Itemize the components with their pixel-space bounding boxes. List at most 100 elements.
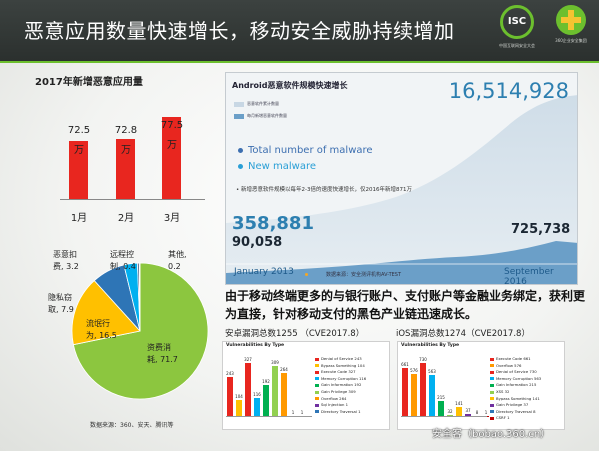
pie-label-2: 流氓行 为, 16.5 (86, 319, 117, 340)
dot-icon (305, 273, 308, 276)
ios_vulns-bar-7 (456, 406, 462, 417)
android_vulns-bar-6 (272, 365, 278, 417)
total-malware-area (226, 95, 577, 284)
pie-slice-6 (138, 262, 141, 332)
malware-type-pie (71, 262, 209, 400)
android_vulns-bar-value-7: 264 (280, 367, 288, 372)
android_vulns-bar-value-6: 309 (271, 359, 279, 365)
ios_vulns-legend-7: Bypass Something 141 (490, 396, 540, 401)
partner-logo-sub: 360企业安全集团 (555, 38, 587, 43)
bar-chart-title: 2017年新增恶意应用量 (35, 77, 143, 88)
ios_vulns-bar-value-2: 576 (410, 368, 418, 374)
bar-value-3: 77.5 万 (160, 120, 184, 152)
end-date: September 2016 (504, 267, 554, 285)
slide-title: 恶意应用数量快速增长，移动安全威胁持续增加 (24, 19, 455, 43)
ios_vulns-bar-value-9: 8 (475, 410, 479, 415)
android_vulns-bar-value-1: 243 (226, 370, 234, 376)
ios_vulns-bar-value-3: 730 (419, 356, 427, 362)
malware-area-chart (226, 95, 577, 284)
android_vulns-bar-value-4: 116 (253, 391, 261, 397)
pie-label-1: 资费消 耗, 71.7 (147, 343, 178, 364)
ios_vulns-legend-8: Gain Privilege 37 (490, 402, 528, 407)
new-malware-area (226, 241, 577, 284)
android_vulns-axis (226, 416, 312, 417)
bar-value-1: 72.5 万 (67, 125, 91, 156)
pie-slice-1 (72, 262, 209, 400)
legend-new: 每月新增恶意软件数量 (234, 113, 287, 119)
bar-label-3: 3月 (163, 213, 181, 224)
bar-2 (116, 139, 135, 199)
android_vulns-bar-value-8: 1 (291, 410, 295, 415)
pie-slice-2 (71, 280, 141, 346)
legend-total: 恶意软件累计数量 (234, 101, 279, 107)
ios_vulns-legend-3: Denial of Service 730 (490, 369, 537, 374)
android_vulns-bar-value-3: 327 (244, 356, 252, 362)
ios_vulns-bar-value-6: 32 (447, 408, 453, 414)
cross-icon (556, 5, 586, 35)
android-vuln-subtitle: Vulnerabilities By Type (226, 343, 285, 348)
android_vulns-legend-3: Execute Code 327 (315, 369, 356, 374)
bar-1 (69, 140, 88, 199)
legend-new-swatch (234, 113, 244, 119)
bar-value-2: 72.8 万 (114, 125, 138, 156)
ios_vulns-bar-2 (411, 374, 417, 417)
android_vulns-legend-6: Gain Privilege 309 (315, 389, 356, 394)
android-vuln-chart: Vulnerabilities By Type 243 Denial of Ser… (222, 341, 390, 430)
pie-label-6: 其他, 0.2 (168, 250, 187, 271)
label-new-malware: New malware (238, 161, 316, 172)
android_vulns-bar-3 (245, 362, 251, 417)
android_vulns-bar-value-5: 192 (262, 379, 270, 384)
label-total-malware: Total number of malware (238, 145, 373, 156)
malware-source: 数据来源：安全测评机构AV-TEST (326, 272, 402, 278)
android_vulns-bar-1 (227, 376, 233, 417)
isc-logo-sub: 中国互联网安全大会 (499, 43, 535, 48)
android_vulns-legend-9: Directory Traversal 1 (315, 409, 360, 414)
ios-vuln-subtitle: Vulnerabilities By Type (401, 343, 460, 348)
ios_vulns-bar-value-10: 1 (484, 410, 488, 415)
ios_vulns-bar-value-4: 563 (428, 369, 436, 375)
android_vulns-bar-value-9: 1 (300, 410, 304, 415)
header-bar: 恶意应用数量快速增长，移动安全威胁持续增加 ISC 中国互联网安全大会 360企… (0, 0, 599, 63)
ios_vulns-bar-8 (465, 414, 471, 417)
ios_vulns-bar-3 (420, 362, 426, 417)
android_vulns-legend-1: Denial of Service 243 (315, 356, 362, 361)
android_vulns-bar-5 (263, 385, 269, 417)
pie-source: 数据来源：360、安天、腾讯等 (90, 422, 174, 429)
total-malware-value: 16,514,928 (448, 79, 569, 103)
bar-chart-axis (60, 199, 205, 200)
headline-text: 由于移动终端更多的与银行账户、支付账户等金融业务绑定，获利更为直接，针对移动支付… (225, 289, 586, 321)
isc-logo: ISC 中国互联网安全大会 (497, 5, 537, 57)
android-vuln-title: 安卓漏洞总数1255 （CVE2017.8） (225, 329, 365, 339)
android_vulns-legend-8: Sql Injection 1 (315, 402, 348, 407)
ios_vulns-legend-10: CSRF 1 (490, 415, 510, 420)
ios_vulns-bar-5 (438, 401, 444, 417)
pie-label-3: 隐私窃 取, 7.9 (48, 293, 74, 314)
start-date: January 2013 (234, 267, 294, 277)
ios_vulns-legend-5: Gain Information 215 (490, 382, 536, 387)
ios_vulns-legend-1: Execute Code 661 (490, 356, 531, 361)
ios_vulns-bar-6 (447, 414, 453, 417)
watermark: 安全客（bobao.360.cn） (432, 429, 551, 440)
ios_vulns-bar-1 (402, 367, 408, 417)
ios_vulns-legend-9: Directory Traversal 8 (490, 409, 535, 414)
android_vulns-legend-7: Overflow 264 (315, 396, 346, 401)
malware-note: • 新增恶意软件规模以每年2-3倍的速度快速增长，仅2016年新增871万 (236, 187, 412, 193)
pie-label-5: 远程控 制, 0.4 (110, 250, 136, 271)
ios_vulns-bar-value-8: 37 (465, 408, 471, 414)
ios_vulns-bar-value-5: 215 (437, 395, 445, 401)
android_vulns-bar-value-2: 104 (235, 393, 243, 399)
android_vulns-legend-5: Gain Information 192 (315, 382, 361, 387)
ios_vulns-legend-6: XSS 32 (490, 389, 509, 394)
android_vulns-bar-7 (281, 373, 287, 417)
malware-panel-title: Android恶意软件规模快速增长 (232, 81, 348, 90)
android_vulns-legend-2: Bypass Something 104 (315, 363, 365, 368)
android_vulns-legend-4: Memory Corruption 116 (315, 376, 366, 381)
android_vulns-bar-2 (236, 399, 242, 417)
pie-label-4: 恶意扣 费, 3.2 (53, 250, 79, 271)
end-new-value: 725,738 (511, 222, 571, 237)
ios-vuln-title: iOS漏洞总数1274（CVE2017.8） (396, 329, 530, 339)
bar-3 (162, 117, 181, 199)
legend-total-swatch (234, 101, 244, 107)
ios_vulns-legend-4: Memory Corruption 563 (490, 376, 541, 381)
